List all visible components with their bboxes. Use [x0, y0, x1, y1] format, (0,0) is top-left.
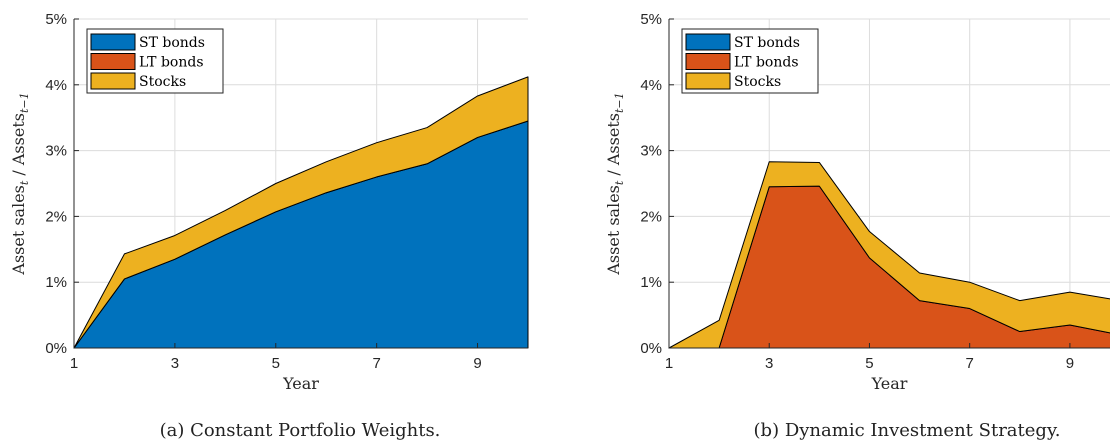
x-tick-label: 9 [1066, 355, 1074, 372]
chart-panel-2: 1 3 5 7 9 0% 1% 2% 3% 4% 5% Year Asset salest / Asse… [604, 11, 1110, 441]
legend-swatch-stocks [685, 72, 731, 90]
chart-panel-1: 1 3 5 7 9 0% 1% 2% 3% 4% 5% Year Asset salest / Asse… [9, 11, 529, 441]
legend-swatch-lt-bonds [90, 53, 136, 70]
area-stocks [668, 161, 1110, 349]
y-axis-label-sub: t [613, 180, 626, 185]
x-tick-label: 1 [665, 355, 673, 372]
x-tick-label: 5 [865, 355, 873, 372]
x-tick-label: 9 [473, 355, 481, 372]
y-axis-label-main: Asset sales [604, 185, 623, 276]
y-tick-label: 2% [640, 208, 662, 225]
x-tick-label: 3 [171, 355, 179, 372]
y-axis-label: Asset salest / Assetst−1 [9, 92, 31, 275]
x-tick-label: 3 [765, 355, 773, 372]
legend: ST bonds LT bonds Stocks [86, 28, 224, 94]
legend-swatch-lt-bonds [685, 53, 731, 70]
y-axis-label-mid: / Assets [604, 113, 623, 181]
x-tick-label: 7 [372, 355, 380, 372]
legend-label: LT bonds [139, 55, 204, 71]
y-tick-label: 0% [45, 340, 67, 357]
area-stocks [73, 76, 529, 349]
x-axis-label: Year [282, 374, 319, 393]
x-axis-label: Year [871, 374, 908, 393]
y-tick-label: 1% [45, 274, 67, 291]
y-tick-label: 3% [640, 143, 662, 160]
y-tick-label: 3% [45, 143, 67, 160]
legend-label: Stocks [734, 74, 781, 90]
y-axis-label-sub: t−1 [613, 92, 626, 113]
y-tick-label: 5% [45, 11, 67, 28]
y-tick-label: 2% [45, 208, 67, 225]
y-axis-label-main: Asset sales [9, 185, 28, 276]
y-axis-label-sub: t [18, 180, 31, 185]
legend-swatch-st-bonds [685, 33, 731, 51]
legend: ST bonds LT bonds Stocks [681, 28, 819, 94]
legend-label: Stocks [139, 74, 186, 90]
x-tick-label: 5 [272, 355, 280, 372]
legend-label: LT bonds [734, 55, 799, 71]
y-tick-label: 4% [45, 77, 67, 94]
area-st-bonds [73, 120, 529, 349]
figure-caption: (a) Constant Portfolio Weights. [160, 420, 441, 441]
y-axis-label-sub: t−1 [18, 92, 31, 113]
x-tick-label: 7 [966, 355, 974, 372]
legend-swatch-st-bonds [90, 33, 136, 51]
y-axis-label-mid: / Assets [9, 113, 28, 181]
legend-swatch-stocks [90, 72, 136, 90]
y-tick-label: 5% [640, 11, 662, 28]
y-tick-label: 4% [640, 77, 662, 94]
y-axis-label: Asset salest / Assetst−1 [604, 92, 626, 275]
figure-caption: (b) Dynamic Investment Strategy. [754, 420, 1061, 441]
legend-label: ST bonds [734, 35, 800, 51]
y-tick-label: 1% [640, 274, 662, 291]
y-tick-label: 0% [640, 340, 662, 357]
x-tick-label: 1 [70, 355, 78, 372]
legend-label: ST bonds [139, 35, 205, 51]
